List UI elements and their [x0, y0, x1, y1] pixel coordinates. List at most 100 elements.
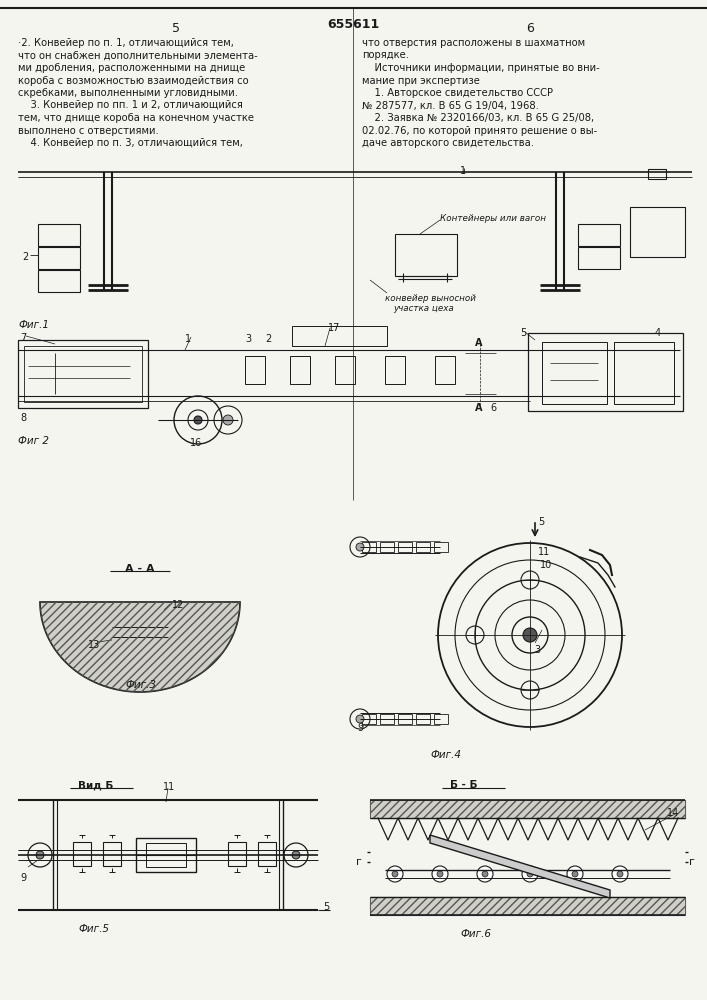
Bar [370, 800, 685, 818]
Text: мание при экспертизе: мание при экспертизе [362, 76, 480, 86]
Circle shape [522, 866, 538, 882]
Bar [648, 169, 666, 179]
Bar [112, 610, 168, 660]
Text: 1: 1 [460, 166, 466, 176]
Bar [380, 542, 394, 552]
Bar [245, 356, 265, 384]
Text: 8: 8 [20, 413, 26, 423]
Bar [380, 714, 394, 724]
Text: Фиг 2: Фиг 2 [18, 436, 49, 446]
Bar [370, 897, 685, 915]
Text: A: A [475, 338, 482, 348]
Text: ми дробления, расположенными на днище: ми дробления, расположенными на днище [18, 63, 245, 73]
Circle shape [392, 871, 398, 877]
Text: порядке.: порядке. [362, 50, 409, 60]
Bar [136, 838, 196, 872]
Text: 11: 11 [538, 547, 550, 557]
Bar [398, 714, 412, 724]
Text: Б - Б: Б - Б [450, 780, 477, 790]
Text: 9: 9 [20, 873, 26, 883]
Text: 12: 12 [172, 600, 185, 610]
Text: Фиг.1: Фиг.1 [18, 320, 49, 330]
Bar [292, 326, 387, 346]
Bar [24, 346, 142, 402]
Circle shape [527, 871, 533, 877]
Text: Фиг.4: Фиг.4 [430, 750, 461, 760]
Text: 02.02.76, по которой принято решение о вы-: 02.02.76, по которой принято решение о в… [362, 125, 597, 135]
Bar [630, 207, 685, 257]
Text: Фиг.5: Фиг.5 [78, 924, 109, 934]
Bar [228, 842, 246, 866]
Text: что он снабжен дополнительными элемента-: что он снабжен дополнительными элемента- [18, 50, 258, 60]
Text: 16: 16 [190, 438, 202, 448]
Circle shape [523, 628, 537, 642]
Bar [335, 356, 355, 384]
Bar [385, 356, 405, 384]
Bar [578, 224, 620, 246]
Bar [258, 842, 276, 866]
Text: скребками, выполненными угловидными.: скребками, выполненными угловидными. [18, 88, 238, 98]
Text: Контейнеры или вагон: Контейнеры или вагон [440, 214, 546, 223]
Circle shape [292, 851, 300, 859]
Text: ·2. Конвейер по п. 1, отличающийся тем,: ·2. Конвейер по п. 1, отличающийся тем, [18, 38, 234, 48]
Bar [370, 800, 685, 818]
Circle shape [617, 871, 623, 877]
Circle shape [356, 543, 364, 551]
Text: 3: 3 [245, 334, 251, 344]
Text: A: A [475, 403, 482, 413]
Text: выполнено с отверстиями.: выполнено с отверстиями. [18, 125, 159, 135]
Circle shape [572, 871, 578, 877]
Text: 2. Заявка № 2320166/03, кл. В 65 G 25/08,: 2. Заявка № 2320166/03, кл. В 65 G 25/08… [362, 113, 594, 123]
Text: А - А: А - А [125, 564, 155, 574]
Text: г: г [356, 857, 362, 867]
Bar [398, 542, 412, 552]
Circle shape [36, 851, 44, 859]
Text: конвейер выносной: конвейер выносной [385, 294, 476, 303]
Text: 3. Конвейер по пп. 1 и 2, отличающийся: 3. Конвейер по пп. 1 и 2, отличающийся [18, 101, 243, 110]
PathPatch shape [40, 602, 240, 692]
Text: 17: 17 [328, 323, 340, 333]
Text: 14: 14 [667, 808, 679, 818]
Text: 2: 2 [22, 252, 28, 262]
Text: 1. Авторское свидетельство СССР: 1. Авторское свидетельство СССР [362, 88, 553, 98]
Text: 1: 1 [185, 334, 191, 344]
Text: 7: 7 [20, 333, 26, 343]
Text: г: г [689, 857, 695, 867]
Circle shape [387, 866, 403, 882]
Text: 5: 5 [172, 22, 180, 35]
Bar [416, 714, 430, 724]
Bar [614, 342, 674, 404]
Circle shape [477, 866, 493, 882]
Circle shape [194, 416, 202, 424]
Text: 3: 3 [534, 645, 540, 655]
Text: даче авторского свидетельства.: даче авторского свидетельства. [362, 138, 534, 148]
Circle shape [567, 866, 583, 882]
Circle shape [432, 866, 448, 882]
Circle shape [223, 415, 233, 425]
Text: 9: 9 [357, 723, 363, 733]
Bar [38, 270, 80, 292]
Text: 5: 5 [538, 517, 544, 527]
Bar [578, 247, 620, 269]
Bar [362, 714, 376, 724]
Bar [103, 842, 121, 866]
Bar [435, 356, 455, 384]
Text: Источники информации, принятые во вни-: Источники информации, принятые во вни- [362, 63, 600, 73]
Text: 6: 6 [526, 22, 534, 35]
Bar [18, 340, 148, 408]
Bar [542, 342, 607, 404]
Bar [38, 224, 80, 246]
Bar [528, 333, 683, 411]
Text: 13: 13 [88, 640, 100, 650]
Bar [146, 843, 186, 867]
Circle shape [437, 871, 443, 877]
Text: 5: 5 [323, 902, 329, 912]
Text: 10: 10 [540, 560, 552, 570]
Bar [434, 714, 448, 724]
Text: № 287577, кл. В 65 G 19/04, 1968.: № 287577, кл. В 65 G 19/04, 1968. [362, 101, 539, 110]
Circle shape [356, 715, 364, 723]
Text: 655611: 655611 [327, 18, 379, 31]
Bar [38, 247, 80, 269]
Text: короба с возможностью взаимодействия со: короба с возможностью взаимодействия со [18, 76, 249, 86]
Bar [362, 542, 376, 552]
